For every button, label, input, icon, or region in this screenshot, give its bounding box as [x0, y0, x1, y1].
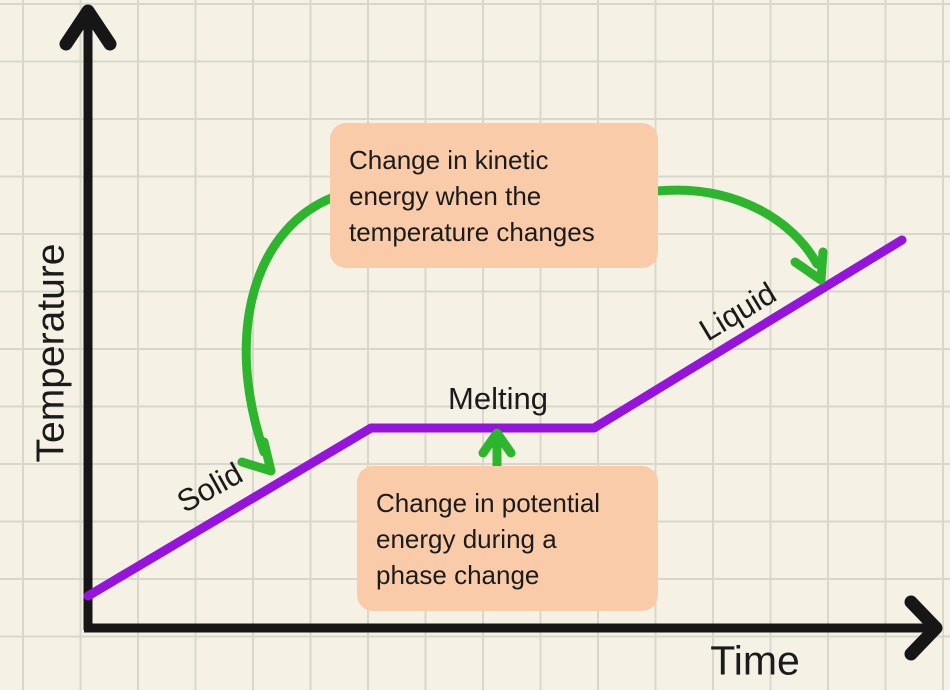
arrow-kinetic-to-solid	[241, 192, 339, 457]
arrow-kinetic-to-liquid	[652, 185, 822, 269]
x-axis	[84, 595, 943, 661]
x-axis-arrowhead-icon	[904, 595, 943, 661]
note-potential-energy-text: Change in potential energy during a phas…	[376, 487, 601, 590]
phase-label-melting: Melting	[448, 380, 548, 416]
y-axis-arrowhead-icon	[59, 4, 117, 51]
arrow-kinetic-to-solid-head-icon	[237, 437, 276, 476]
annotation-arrows	[237, 185, 828, 476]
heating-curve-line	[83, 235, 907, 601]
y-axis-label: Temperature	[29, 243, 73, 463]
x-axis-label: Time	[710, 637, 800, 684]
y-axis	[59, 4, 117, 630]
note-potential-energy: Change in potential energy during a phas…	[357, 466, 658, 611]
arrow-kinetic-to-liquid-head-icon	[790, 247, 828, 285]
arrow-potential-to-melting-head-icon	[478, 428, 516, 458]
note-kinetic-energy: Change in kinetic energy when the temper…	[330, 123, 658, 268]
note-kinetic-energy-text: Change in kinetic energy when the temper…	[349, 144, 595, 247]
